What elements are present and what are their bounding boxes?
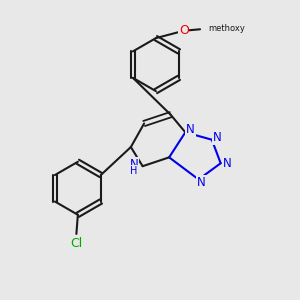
Text: N: N [129,158,138,171]
Text: methoxy: methoxy [208,24,245,33]
Text: N: N [213,131,221,144]
Text: N: N [223,157,232,170]
Text: N: N [186,123,195,136]
Text: O: O [179,24,189,37]
Text: Cl: Cl [70,237,82,250]
Text: N: N [197,176,206,189]
Text: H: H [130,166,137,176]
